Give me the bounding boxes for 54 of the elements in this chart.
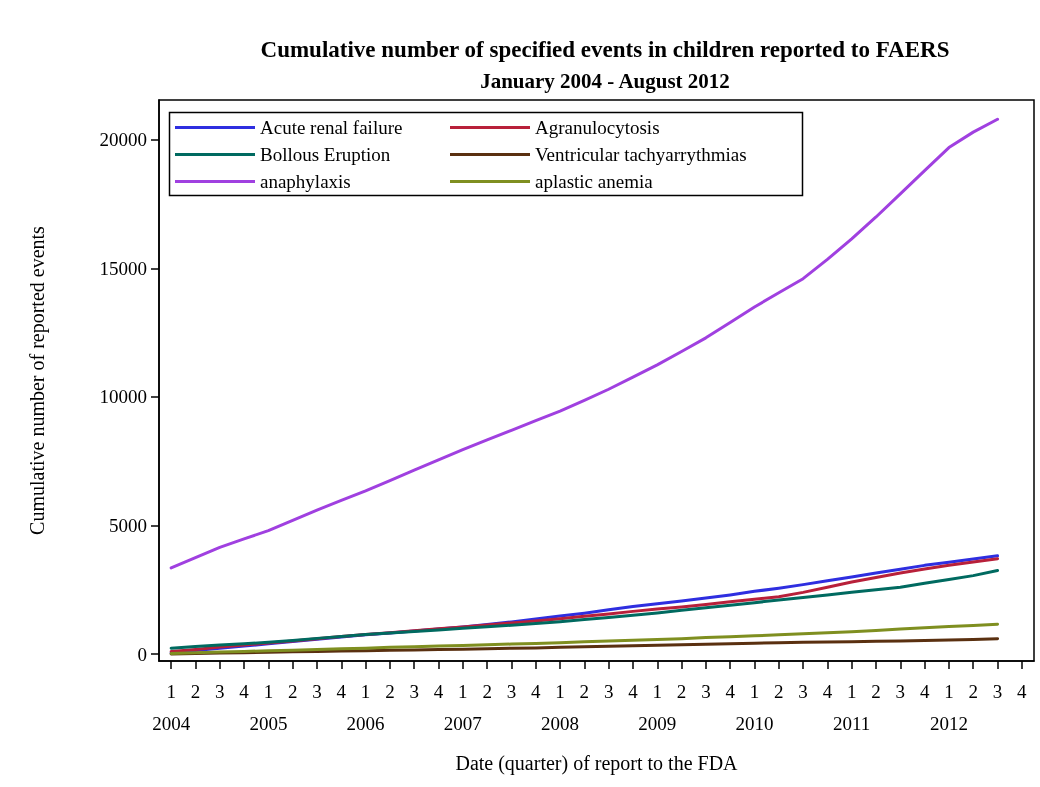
x-tick-label: 2 [676, 680, 687, 702]
x-tick-label: 2 [482, 680, 492, 702]
x-tick-label: 1 2006 [346, 680, 385, 734]
legend-label: aplastic anemia [535, 171, 654, 192]
y-tick-label: 5000 [109, 515, 147, 537]
x-tick-label: 4 [1017, 680, 1028, 702]
x-tick-label: 4 [336, 680, 347, 702]
x-tick-label: 4 [919, 680, 930, 702]
x-tick-label: 1 2010 [735, 680, 774, 734]
x-tick-label: 4 [530, 680, 541, 702]
x-tick-label: 4 [628, 680, 639, 702]
x-axis-title: Date (quarter) of report to the FDA [455, 752, 739, 775]
line-series [169, 622, 1000, 656]
x-tick-label: 3 [506, 680, 517, 702]
x-tick-label: 1 2008 [541, 680, 580, 734]
x-tick-label: 3 [895, 680, 906, 702]
y-tick-label: 0 [137, 643, 147, 665]
y-axis-title: Cumulative number of reported events [26, 225, 49, 535]
x-tick-label: 2 [871, 680, 881, 702]
x-tick-label: 4 [239, 680, 250, 702]
chart-title: Cumulative number of specified events in children reported to FAERS [260, 37, 950, 62]
x-tick-label: 3 [215, 680, 225, 702]
x-tick-label: 3 [798, 680, 808, 702]
x-tick-label: 1 2011 [833, 680, 871, 734]
x-tick-label: 1 2007 [443, 680, 482, 734]
x-tick-label: 2 [968, 680, 978, 702]
legend-label: Agranulocytosis [535, 117, 660, 138]
x-tick-label: 3 [603, 680, 614, 702]
x-tick-label: 3 [992, 680, 1003, 702]
x-tick-label: 4 [725, 680, 736, 702]
legend-label: anaphylaxis [260, 171, 351, 192]
chart-subtitle: January 2004 - August 2012 [480, 68, 730, 93]
x-tick-label: 2 [287, 680, 298, 702]
x-tick-label: 4 [822, 680, 833, 702]
y-tick-label: 15000 [99, 257, 147, 279]
line-series [169, 569, 1000, 650]
x-tick-label: 2 [190, 680, 201, 702]
legend-label: Acute renal failure [260, 117, 403, 138]
x-tick-label: 2 [385, 680, 395, 702]
legend-label: Bollous Eruption [260, 144, 391, 165]
x-tick-label: 1 2004 [152, 680, 191, 734]
x-tick-label: 3 [409, 680, 419, 702]
x-tick-label: 4 [433, 680, 444, 702]
legend-label: Ventricular tachyarrythmias [535, 144, 747, 165]
x-tick-label: 1 2012 [929, 680, 968, 734]
x-tick-label: 3 [312, 680, 322, 702]
line-series [169, 117, 1000, 570]
y-tick-label: 10000 [99, 386, 147, 408]
y-tick-label: 20000 [99, 129, 147, 151]
x-tick-label: 1 2005 [249, 680, 288, 734]
x-tick-label: 3 [701, 680, 711, 702]
x-tick-label: 2 [774, 680, 784, 702]
x-tick-label: 2 [579, 680, 590, 702]
x-tick-label: 1 2009 [638, 680, 677, 734]
